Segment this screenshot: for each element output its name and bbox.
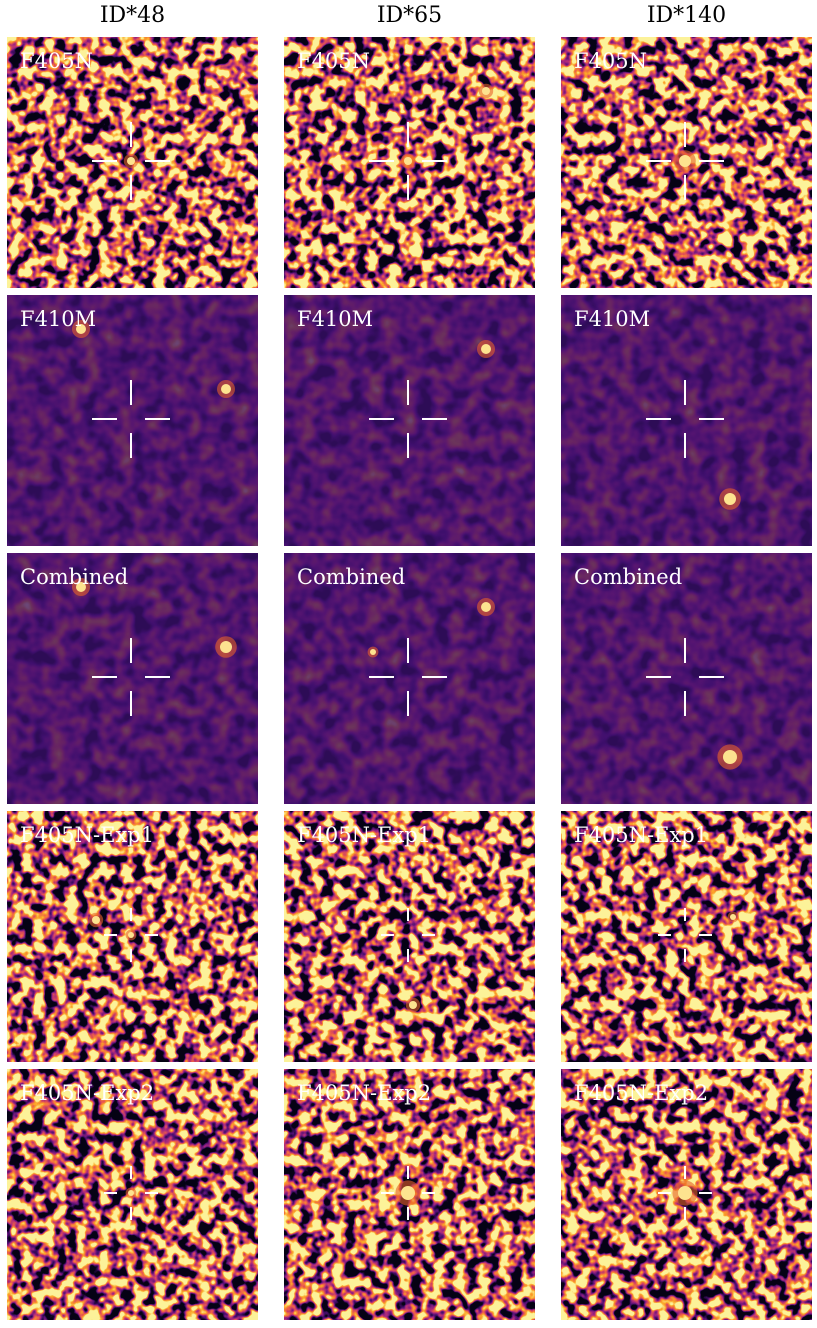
panel-label: F405N-Exp1 (20, 823, 154, 847)
column-title: ID*140 (647, 3, 726, 28)
source (128, 932, 134, 938)
panel-label: Combined (297, 565, 405, 589)
image-panel: Combined (7, 553, 258, 804)
source (409, 1001, 417, 1009)
panel-label: F405N-Exp2 (574, 1081, 708, 1105)
source (481, 344, 491, 354)
image-panel: F410M (284, 295, 535, 546)
source (220, 641, 232, 653)
column-title: ID*65 (377, 3, 442, 28)
panel-label: F405N (574, 49, 647, 73)
column-title: ID*48 (100, 3, 165, 28)
panel-label: Combined (20, 565, 128, 589)
image-tint (7, 295, 258, 546)
image-panel: Combined (284, 553, 535, 804)
panel-label: F410M (297, 307, 373, 331)
source (401, 1186, 415, 1200)
image-tint (561, 295, 812, 546)
source (724, 493, 736, 505)
panel-label: F405N (297, 49, 370, 73)
source (730, 914, 736, 920)
panel-label: F405N-Exp1 (574, 823, 708, 847)
panel-label: F405N-Exp2 (297, 1081, 431, 1105)
image-tint (561, 553, 812, 804)
panel-label: Combined (574, 565, 682, 589)
image-panel: F405N-Exp2 (284, 1069, 535, 1320)
image-noise (284, 811, 535, 1062)
image-panel: F405N (284, 37, 535, 288)
image-panel: F405N-Exp1 (561, 811, 812, 1062)
panel-label: F410M (574, 307, 650, 331)
image-panel: F410M (7, 295, 258, 546)
image-noise (561, 811, 812, 1062)
source (679, 155, 691, 167)
source (481, 602, 491, 612)
image-panel: F405N (7, 37, 258, 288)
source (127, 157, 135, 165)
image-tint (284, 553, 535, 804)
source (404, 157, 412, 165)
source (128, 1190, 134, 1196)
source (76, 324, 86, 334)
panel-label: F405N-Exp2 (20, 1081, 154, 1105)
image-panel: F405N-Exp1 (284, 811, 535, 1062)
source (76, 582, 86, 592)
source (482, 87, 490, 95)
source (370, 649, 376, 655)
source (723, 750, 737, 764)
source (678, 1186, 692, 1200)
panel-label: F405N (20, 49, 93, 73)
image-panel: Combined (561, 553, 812, 804)
image-panel: F405N-Exp2 (7, 1069, 258, 1320)
image-panel: F405N-Exp1 (7, 811, 258, 1062)
image-tint (284, 295, 535, 546)
panel-label: F405N-Exp1 (297, 823, 431, 847)
source (92, 916, 100, 924)
image-panel: F410M (561, 295, 812, 546)
image-tint (7, 553, 258, 804)
source (221, 384, 231, 394)
image-panel: F405N (561, 37, 812, 288)
image-panel: F405N-Exp2 (561, 1069, 812, 1320)
panel-label: F410M (20, 307, 96, 331)
